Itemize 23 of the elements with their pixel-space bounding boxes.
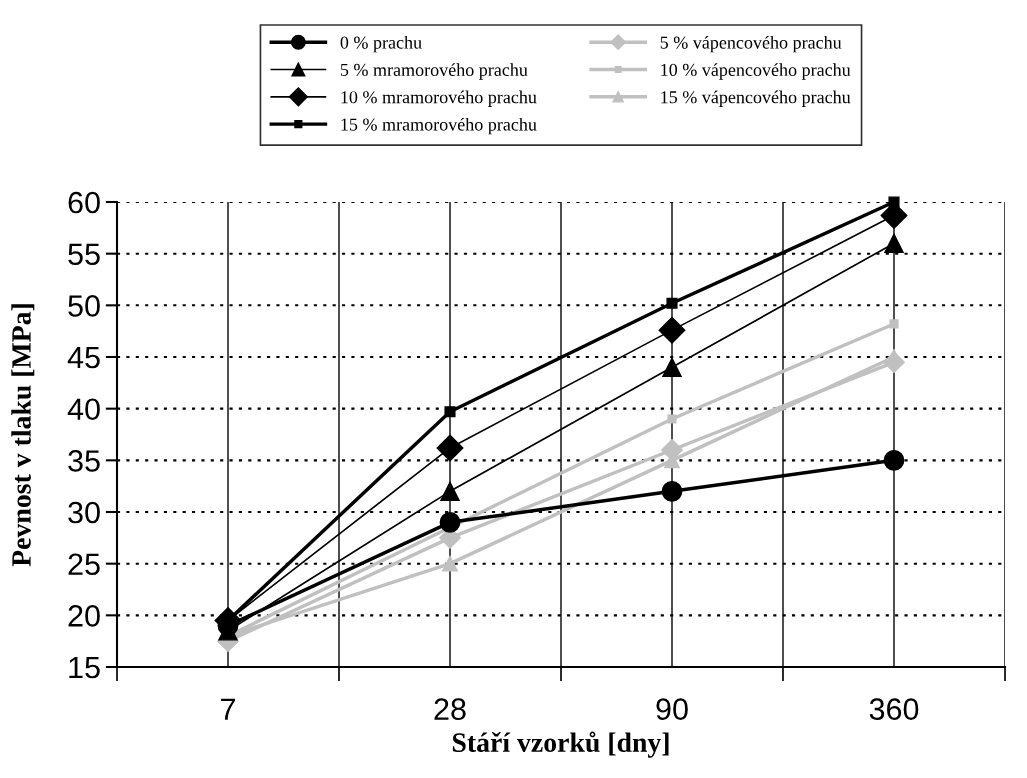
x-tick-label: 90 [656, 698, 688, 720]
legend-label: 15 % mramorového prachu [341, 117, 537, 135]
legend-label: 5 % mramorového prachu [340, 63, 528, 80]
x-tick-label: 360 [869, 698, 919, 720]
legend-label: 0 % prachu [340, 35, 422, 53]
x-tick-label: 28 [434, 698, 466, 720]
x-tick-label: 7 [221, 698, 235, 720]
y-tick-label: 45 [67, 347, 100, 369]
y-tick-label: 20 [68, 605, 100, 627]
y-axis-title: Pevnost v tlaku [MPa] [11, 304, 35, 567]
y-tick-label: 50 [68, 295, 100, 317]
y-tick-label: 25 [68, 553, 100, 576]
legend-label: 15 % vápencového prachu [661, 90, 851, 107]
legend-label: 10 % mramorového prachu [341, 90, 537, 107]
y-tick-label: 40 [67, 398, 100, 421]
legend-label: 10 % vápencového prachu [661, 63, 851, 80]
x-axis-title: Stáří vzorků [dny] [452, 731, 669, 758]
y-tick-label: 55 [68, 243, 100, 266]
y-tick-label: 60 [68, 191, 100, 214]
y-tick-label: 15 [69, 657, 100, 679]
legend-label: 5 % vápencového prachu [660, 35, 842, 53]
y-tick-label: 30 [68, 501, 100, 524]
y-tick-label: 35 [68, 450, 100, 472]
